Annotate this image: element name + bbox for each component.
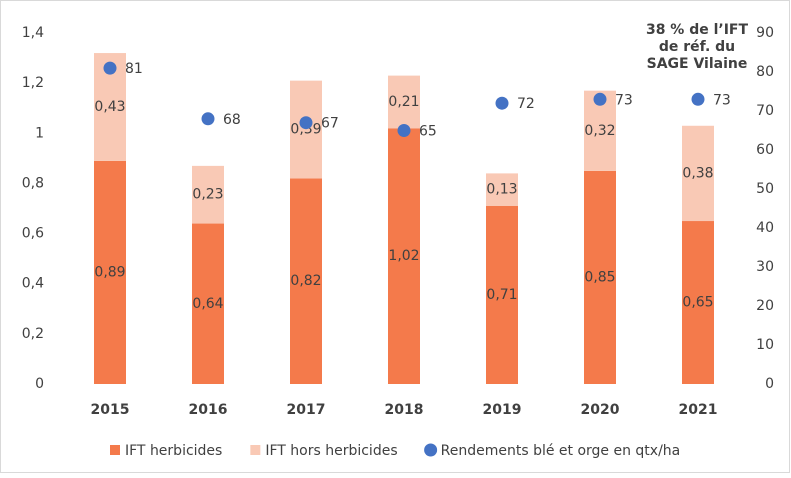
x-tick-label: 2021: [679, 402, 718, 418]
data-label: 67: [321, 116, 339, 132]
legend-label: IFT herbicides: [125, 443, 222, 459]
data-label: 73: [615, 92, 633, 108]
bar-segment: [682, 125, 714, 222]
y2-tick-label: 50: [756, 181, 774, 197]
bar-segment: [584, 170, 616, 384]
scatter-point: [397, 124, 411, 137]
scatter-point: [495, 96, 509, 110]
bar-segment: [192, 165, 224, 224]
data-label: 0,21: [388, 94, 419, 110]
data-label: 0,43: [94, 99, 125, 115]
y2-tick-label: 80: [756, 64, 774, 80]
bar-segment: [486, 205, 518, 384]
bar-segment: [290, 80, 322, 179]
data-label: 0,85: [584, 269, 615, 285]
y2-tick-label: 90: [756, 25, 774, 41]
x-tick-label: 2015: [91, 402, 130, 418]
data-label: 68: [223, 112, 241, 128]
scatter-point: [103, 61, 117, 75]
x-tick-label: 2019: [483, 402, 522, 418]
y-tick-label: 0,4: [22, 276, 44, 292]
data-label: 0,13: [486, 182, 517, 198]
bar-segment: [682, 221, 714, 384]
y-tick-label: 1,4: [22, 25, 44, 41]
legend-label: IFT hors herbicides: [265, 443, 397, 459]
y-tick-label: 1,2: [22, 75, 44, 91]
bar-segment: [388, 75, 420, 129]
y-tick-label: 0,2: [22, 326, 44, 342]
data-label: 0,32: [584, 123, 615, 139]
annotation: 38 % de l’IFT: [646, 22, 749, 38]
y2-tick-label: 60: [756, 142, 774, 158]
y2-tick-label: 0: [765, 376, 774, 392]
scatter-point: [593, 92, 607, 106]
x-tick-label: 2020: [581, 402, 620, 418]
data-label: 0,64: [192, 296, 223, 312]
scatter-point: [691, 92, 705, 106]
bar-segment: [388, 128, 420, 384]
y-tick-label: 0: [35, 376, 44, 392]
legend-swatch: [250, 445, 261, 455]
data-label: 72: [517, 96, 535, 112]
x-tick-label: 2017: [287, 402, 326, 418]
annotation: SAGE Vilaine: [647, 56, 748, 72]
data-label: 0,23: [192, 187, 223, 203]
bar-segment: [486, 173, 518, 206]
data-label: 65: [419, 124, 437, 140]
y-tick-label: 0,8: [22, 175, 44, 191]
legend-label: Rendements blé et orge en qtx/ha: [441, 443, 681, 459]
bar-segment: [94, 160, 126, 384]
data-label: 81: [125, 61, 143, 77]
y2-tick-label: 70: [756, 103, 774, 119]
y2-tick-label: 20: [756, 298, 774, 314]
x-tick-label: 2018: [385, 402, 424, 418]
data-label: 0,38: [682, 165, 713, 181]
data-label: 0,82: [290, 273, 321, 289]
scatter-point: [299, 116, 313, 130]
y-tick-label: 1: [35, 125, 44, 141]
bar-segment: [192, 223, 224, 384]
legend-swatch: [110, 445, 120, 455]
y2-tick-label: 30: [756, 259, 774, 275]
data-label: 0,71: [486, 287, 517, 303]
x-tick-label: 2016: [189, 402, 228, 418]
data-label: 1,02: [388, 248, 419, 264]
data-label: 0,89: [94, 264, 125, 280]
data-label: 0,65: [682, 295, 713, 311]
y-tick-label: 0,6: [22, 226, 44, 242]
bar-segment: [290, 178, 322, 384]
data-label: 73: [713, 92, 731, 108]
legend-marker: [424, 443, 438, 457]
scatter-point: [201, 112, 215, 126]
data-label: 0,39: [290, 122, 321, 138]
y2-tick-label: 10: [756, 337, 774, 353]
annotation: de réf. du: [659, 39, 735, 55]
y2-tick-label: 40: [756, 220, 774, 236]
